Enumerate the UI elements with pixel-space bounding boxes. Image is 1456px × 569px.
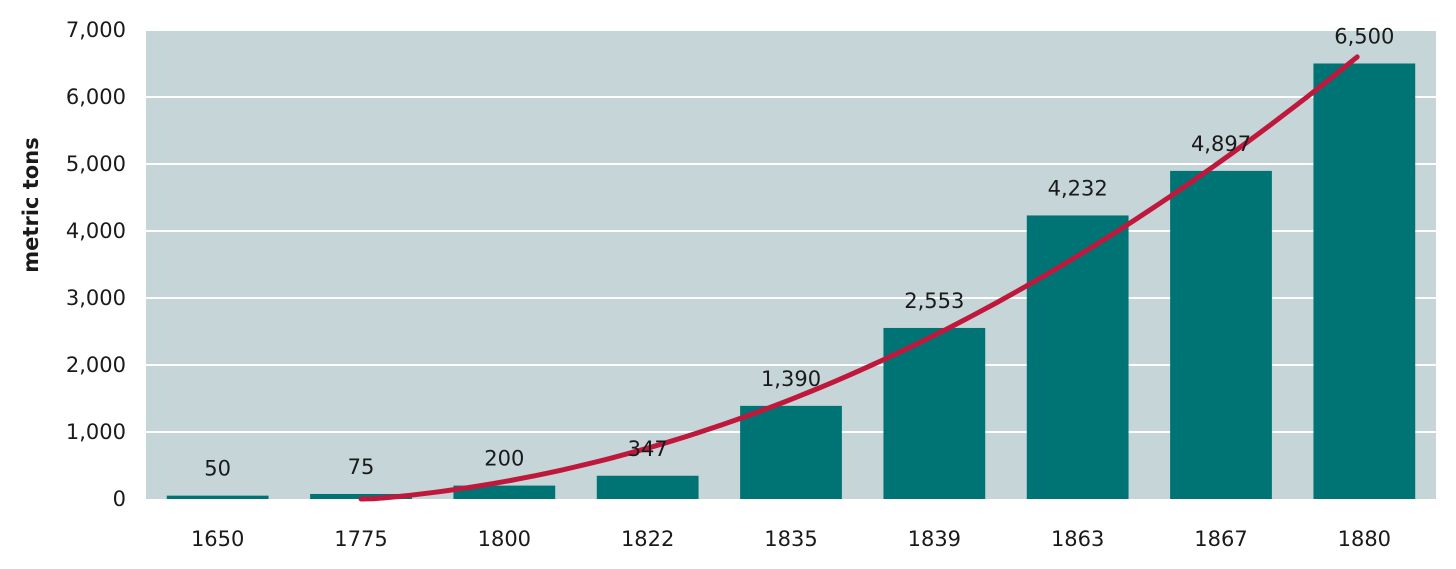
y-tick-label: 3,000 [66,286,126,310]
bar [596,475,699,499]
x-tick-label: 1650 [191,527,244,551]
y-tick-label: 5,000 [66,152,126,176]
x-tick-label: 1839 [908,527,961,551]
data-label: 347 [628,437,668,461]
data-label: 6,500 [1334,25,1394,49]
x-axis-ticks: 1650 1775 1800 1822 1835 1839 1863 1867 1880 [191,527,1391,551]
bar [453,485,556,499]
x-tick-label: 1800 [478,527,531,551]
bar [883,327,986,499]
y-tick-label: 2,000 [66,353,126,377]
x-tick-label: 1822 [621,527,674,551]
x-tick-label: 1867 [1194,527,1247,551]
data-labels: 50 75 200 347 1,390 2,553 4,232 4,897 6,500 [204,25,1394,481]
data-label: 2,553 [904,289,964,313]
trend-line [358,54,1360,502]
gridlines [146,29,1436,433]
data-label: 4,232 [1048,176,1108,200]
bar [1026,215,1129,499]
y-axis-ticks: 0 1,000 2,000 3,000 4,000 5,000 6,000 7,000 [66,18,126,511]
y-tick-label: 0 [113,487,126,511]
y-tick-label: 4,000 [66,219,126,243]
y-tick-label: 1,000 [66,420,126,444]
y-tick-label: 7,000 [66,18,126,42]
data-label: 50 [204,457,231,481]
bars [166,63,1416,499]
x-tick-label: 1775 [334,527,387,551]
x-tick-label: 1863 [1051,527,1104,551]
data-label: 75 [348,455,375,479]
y-axis-title: metric tons [19,137,43,272]
bar [310,493,412,499]
bar [1313,63,1416,499]
data-label: 1,390 [761,367,821,391]
data-label: 200 [484,447,524,471]
x-tick-label: 1835 [764,527,817,551]
x-tick-label: 1880 [1338,527,1391,551]
data-label: 4,897 [1191,132,1251,156]
bar [166,495,269,499]
y-tick-label: 6,000 [66,85,126,109]
bar [740,405,842,499]
bar [1170,170,1272,499]
